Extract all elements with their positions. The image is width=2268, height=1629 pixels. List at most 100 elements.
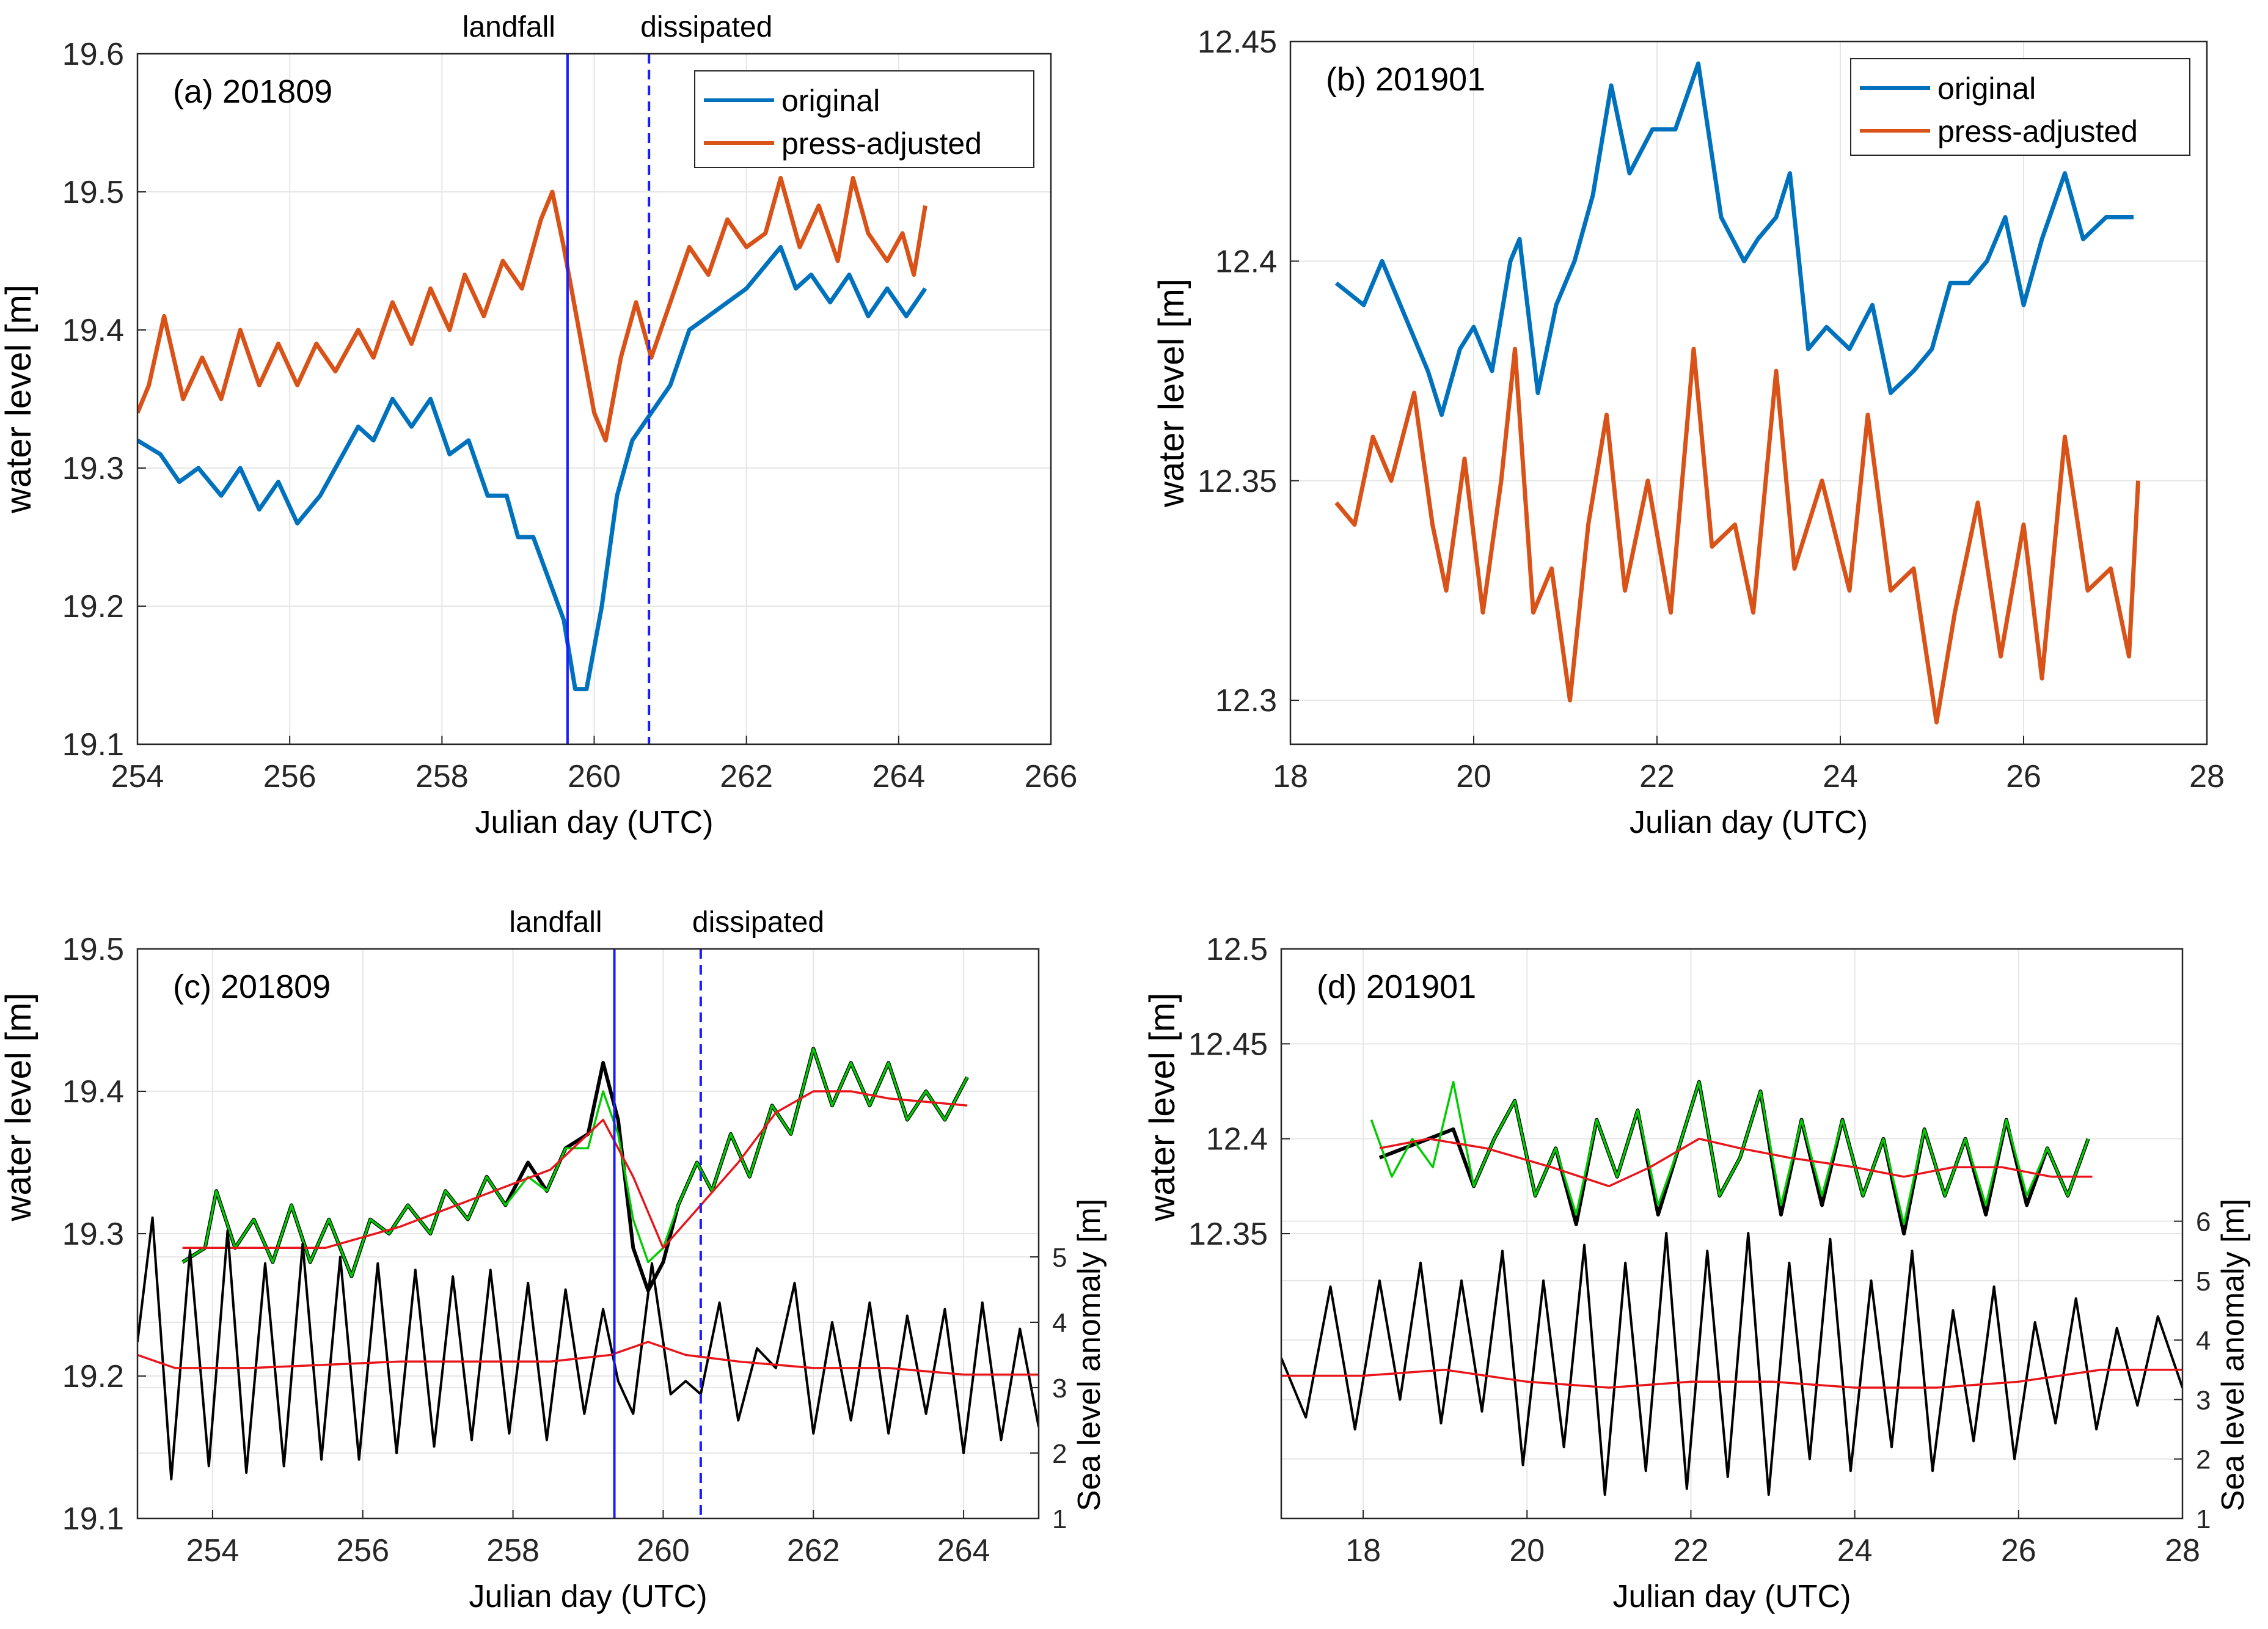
legend-box bbox=[1850, 58, 2190, 156]
y-tick-label: 12.4 bbox=[1206, 1122, 1268, 1157]
event-label-dissipated: dissipated bbox=[640, 11, 772, 43]
y-right-tick-label: 3 bbox=[2196, 1385, 2211, 1415]
series-line-press-adjusted bbox=[1334, 346, 2140, 725]
event-label-dissipated: dissipated bbox=[692, 906, 824, 939]
plot-area bbox=[1290, 42, 2207, 744]
axes-box bbox=[1289, 40, 2208, 745]
x-tick-label: 18 bbox=[1345, 1533, 1381, 1569]
y-tick-label: 12.5 bbox=[1206, 932, 1268, 967]
series-line-low-pass bbox=[182, 1090, 968, 1250]
series-line-sea-level-anomaly-low-pass bbox=[137, 1341, 1039, 1376]
series-group bbox=[137, 175, 927, 692]
y-tick-label: 12.45 bbox=[1198, 24, 1277, 60]
y-tick-label: 19.2 bbox=[62, 1359, 124, 1394]
y-tick-label: 19.5 bbox=[62, 175, 124, 210]
y-axis-label: water level [m] bbox=[0, 285, 38, 514]
x-tick-label: 262 bbox=[720, 759, 773, 794]
y-right-tick-label: 5 bbox=[1052, 1243, 1067, 1273]
x-tick-label: 264 bbox=[937, 1533, 990, 1569]
series-line-press-adjusted bbox=[137, 175, 927, 443]
y-tick-label: 12.4 bbox=[1215, 244, 1277, 279]
x-tick-label: 256 bbox=[336, 1533, 389, 1569]
x-tick-label: 254 bbox=[186, 1533, 240, 1569]
x-axis-label: Julian day (UTC) bbox=[1612, 1579, 1851, 1614]
y-right-tick-label: 5 bbox=[2196, 1267, 2211, 1297]
legend: original press-adjusted bbox=[694, 70, 1034, 168]
y-right-tick-label: 3 bbox=[1052, 1374, 1067, 1404]
event-label-landfall: landfall bbox=[463, 11, 555, 43]
series-line-original bbox=[1334, 61, 2134, 417]
x-tick-label: 266 bbox=[1025, 759, 1078, 794]
x-tick-label: 262 bbox=[787, 1533, 840, 1569]
y-axis-label: water level [m] bbox=[0, 993, 38, 1222]
y-right-tick-label: 6 bbox=[2196, 1207, 2211, 1237]
event-label-landfall: landfall bbox=[509, 906, 602, 939]
x-tick-label: 20 bbox=[1456, 759, 1491, 794]
y-tick-label: 19.2 bbox=[62, 589, 124, 624]
series-group bbox=[137, 1047, 1039, 1481]
y-tick-label: 12.35 bbox=[1198, 464, 1277, 499]
y-right-tick-label: 1 bbox=[1052, 1504, 1067, 1534]
x-axis-label: Julian day (UTC) bbox=[1630, 805, 1868, 840]
x-tick-label: 256 bbox=[263, 759, 316, 794]
x-tick-label: 258 bbox=[415, 759, 469, 794]
y-tick-label: 19.4 bbox=[62, 1074, 124, 1110]
series-group bbox=[1334, 61, 2140, 725]
x-tick-label: 28 bbox=[2189, 759, 2225, 794]
y-right-tick-label: 2 bbox=[1052, 1439, 1067, 1469]
y-tick-label: 19.4 bbox=[62, 313, 124, 348]
y-tick-label: 19.1 bbox=[62, 1501, 124, 1537]
panel-label: (c) 201809 bbox=[173, 968, 331, 1005]
legend-label: press-adjusted bbox=[781, 126, 982, 161]
y-right-tick-label: 4 bbox=[1052, 1308, 1067, 1338]
legend-box bbox=[694, 70, 1034, 168]
x-tick-label: 26 bbox=[2001, 1533, 2036, 1569]
y-tick-label: 19.5 bbox=[62, 932, 124, 967]
x-axis-label: Julian day (UTC) bbox=[469, 1579, 707, 1614]
y-right-tick-label: 2 bbox=[2196, 1445, 2211, 1475]
panel-b: 18 20 22 24 26 28 12.3 12.35 12.4 12.45 Julian day… bbox=[1152, 24, 2225, 840]
x-tick-label: 260 bbox=[568, 759, 621, 794]
x-tick-label: 22 bbox=[1639, 759, 1675, 794]
panel-label: (a) 201809 bbox=[173, 73, 332, 110]
series-line-sea-level-anomaly bbox=[137, 1216, 1039, 1481]
y-axis-label: water level [m] bbox=[1152, 279, 1191, 508]
legend: original press-adjusted bbox=[1850, 58, 2190, 156]
gridlines bbox=[1290, 41, 2208, 744]
series-line-sea-level-anomaly-low-pass bbox=[1281, 1369, 2182, 1389]
y-tick-label: 19.6 bbox=[62, 37, 124, 72]
y-axis-label: water level [m] bbox=[1143, 993, 1182, 1222]
panel-label: (d) 201901 bbox=[1317, 968, 1476, 1005]
series-line-low-pass bbox=[1379, 1137, 2093, 1188]
legend-label: press-adjusted bbox=[1937, 114, 2138, 148]
x-tick-label: 264 bbox=[872, 759, 925, 794]
series-line-sea-level-anomaly bbox=[1281, 1232, 2182, 1496]
x-tick-label: 28 bbox=[2165, 1533, 2200, 1569]
x-tick-label: 26 bbox=[2006, 759, 2041, 794]
y-tick-label: 19.3 bbox=[62, 1217, 124, 1252]
x-tick-label: 24 bbox=[1823, 759, 1858, 794]
y-tick-label: 12.3 bbox=[1215, 683, 1277, 719]
y-right-tick-label: 1 bbox=[2196, 1504, 2211, 1534]
x-tick-label: 18 bbox=[1273, 759, 1308, 794]
panel-d: 18 20 22 24 26 28 12.35 12.4 12.45 12.5 1 2 3 4 5 6 Sea … bbox=[1143, 932, 2251, 1614]
series-line-original bbox=[137, 244, 927, 692]
legend-label: original bbox=[781, 84, 880, 118]
x-tick-label: 260 bbox=[637, 1533, 690, 1569]
y-tick-label: 19.3 bbox=[62, 451, 124, 486]
x-tick-label: 254 bbox=[111, 759, 164, 794]
y-tick-label: 12.45 bbox=[1188, 1027, 1268, 1062]
y-right-axis-label: Sea level anomaly [m] bbox=[2215, 1199, 2251, 1512]
x-tick-label: 22 bbox=[1674, 1533, 1709, 1569]
legend-label: original bbox=[1937, 71, 2036, 106]
x-axis-label: Julian day (UTC) bbox=[475, 805, 713, 840]
series-group bbox=[1281, 1080, 2182, 1496]
x-tick-label: 258 bbox=[486, 1533, 540, 1569]
y-tick-label: 19.1 bbox=[62, 727, 124, 763]
y-tick-label: 12.35 bbox=[1188, 1217, 1268, 1252]
y-right-tick-label: 4 bbox=[2196, 1326, 2211, 1356]
series-line-fitted bbox=[181, 1047, 968, 1278]
panel-a: landfall dissipated 254 256 258 260 262 264 266 1… bbox=[0, 11, 1077, 840]
